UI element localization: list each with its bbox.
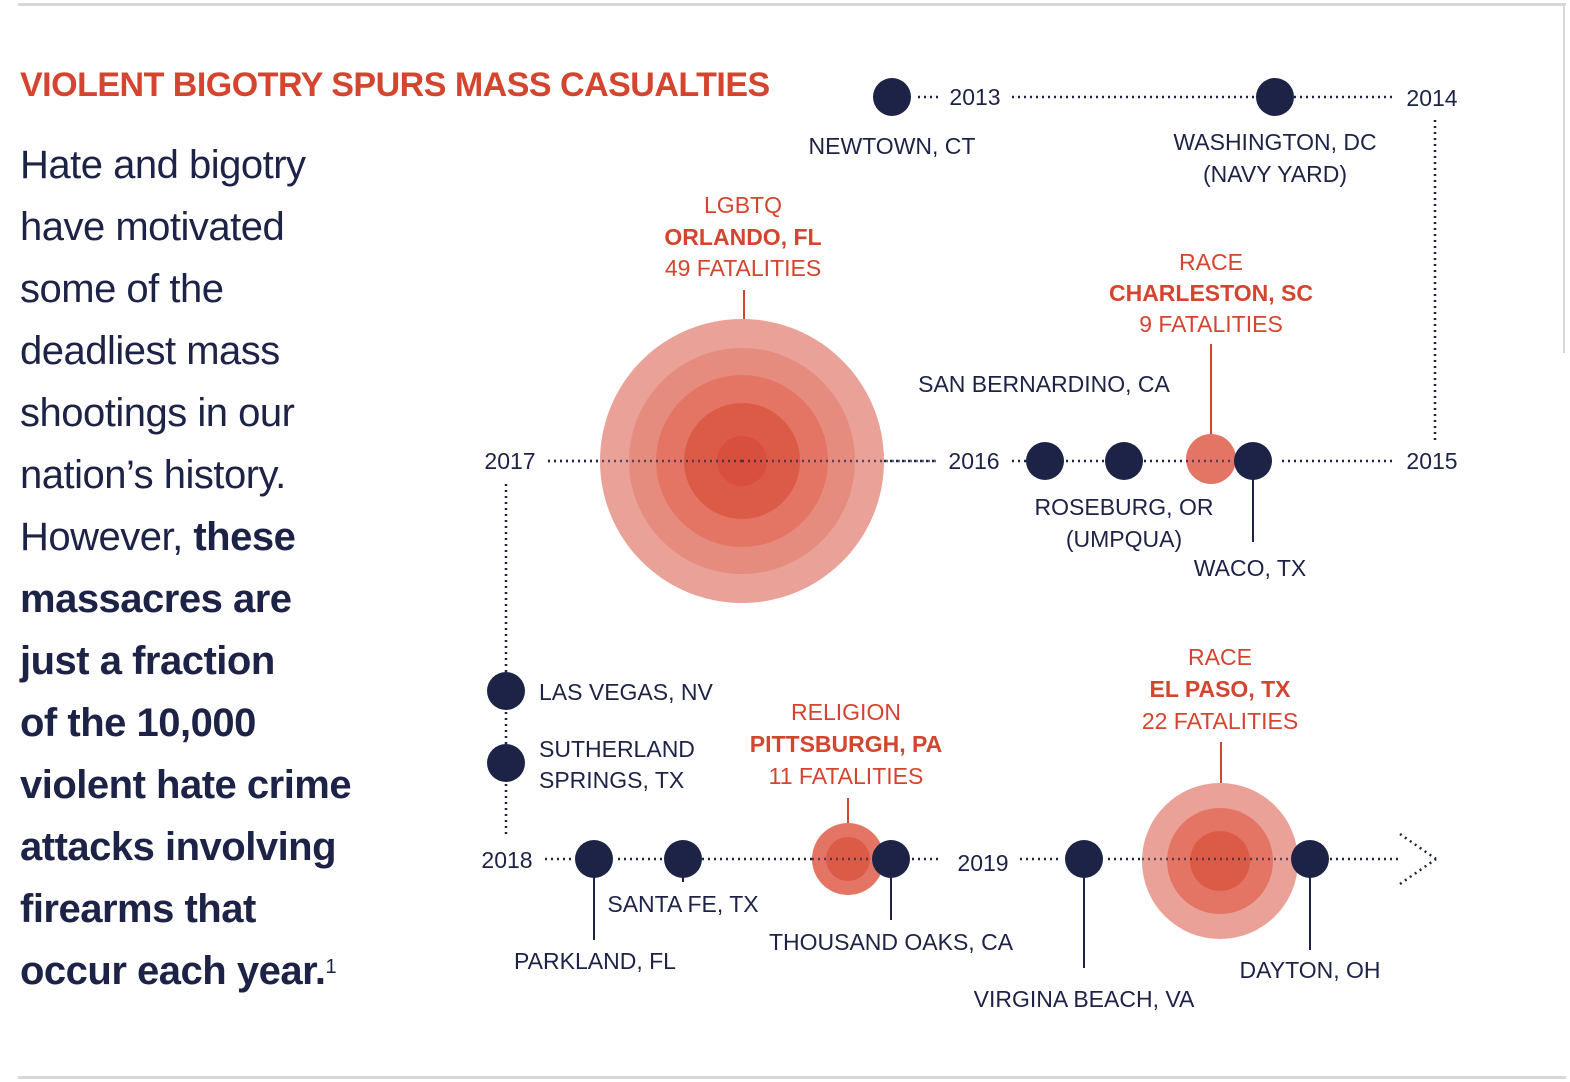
event-labels: NEWTOWN, CT WASHINGTON, DC (NAVY YARD) S… [514, 129, 1380, 1012]
waco-label: WACO, TX [1194, 555, 1306, 581]
newtown-label: NEWTOWN, CT [809, 133, 976, 159]
sutherland-label-line1: SUTHERLAND [539, 736, 695, 762]
el-paso-callout: RACE EL PASO, TX 22 FATALITIES [1142, 644, 1298, 734]
waco-dot [1234, 442, 1272, 480]
el-paso-fatalities: 22 FATALITIES [1142, 708, 1298, 734]
orlando-motive: LGBTQ [704, 192, 782, 218]
infographic-title: VIOLENT BIGOTRY SPURS MASS CASUALTIES [20, 66, 770, 104]
orlando-location: ORLANDO, FL [664, 224, 821, 250]
intro-plain-text: However, [20, 515, 194, 559]
year-2013-label: 2013 [949, 84, 1000, 110]
top-border [18, 3, 1566, 6]
intro-bold-line: occur each year.1 [20, 949, 337, 993]
parkland-dot [575, 840, 613, 878]
las-vegas-label: LAS VEGAS, NV [539, 679, 714, 705]
parkland-label: PARKLAND, FL [514, 948, 676, 974]
year-2017-label: 2017 [484, 448, 535, 474]
intro-line: some of the [20, 267, 224, 311]
pittsburgh-fatalities: 11 FATALITIES [769, 763, 924, 789]
san-bernardino-dot [1026, 442, 1064, 480]
roseburg-label-line1: ROSEBURG, OR [1035, 494, 1214, 520]
footnote-marker: 1 [325, 956, 337, 978]
dayton-label: DAYTON, OH [1240, 957, 1381, 983]
intro-bold-line: attacks involving [20, 825, 337, 869]
charleston-callout: RACE CHARLESTON, SC 9 FATALITIES [1109, 249, 1313, 337]
year-2016-label: 2016 [948, 448, 999, 474]
pittsburgh-bubble [812, 823, 884, 895]
charleston-motive: RACE [1179, 249, 1243, 275]
intro-line: shootings in our [20, 391, 295, 435]
intro-bold-line: massacres are [20, 577, 292, 621]
intro-paragraph: Hate and bigotry have motivated some of … [20, 134, 380, 1002]
year-labels: 2013 2014 2015 2016 2017 2018 2019 [481, 84, 1457, 876]
intro-line-mixed: However, these [20, 506, 380, 568]
el-paso-location: EL PASO, TX [1149, 676, 1291, 702]
intro-line: Hate and bigotry [20, 143, 306, 187]
navy-yard-label-line1: WASHINGTON, DC [1173, 129, 1376, 155]
roseburg-label-line2: (UMPQUA) [1066, 526, 1182, 552]
charleston-location: CHARLESTON, SC [1109, 280, 1313, 306]
year-2019-label: 2019 [957, 850, 1008, 876]
thousand-oaks-dot [872, 840, 910, 878]
pittsburgh-motive: RELIGION [791, 699, 901, 725]
orlando-callout: LGBTQ ORLANDO, FL 49 FATALITIES [664, 192, 821, 281]
leader-lines [593, 290, 1311, 968]
newtown-dot [873, 78, 911, 116]
dayton-dot [1291, 840, 1329, 878]
santa-fe-dot [664, 840, 702, 878]
pittsburgh-location: PITTSBURGH, PA [750, 731, 943, 757]
sutherland-springs-dot [487, 744, 525, 782]
thousand-oaks-label: THOUSAND OAKS, CA [769, 929, 1014, 955]
navy-yard-label-line2: (NAVY YARD) [1203, 161, 1347, 187]
intro-bold-text: these [193, 515, 296, 559]
las-vegas-dot [487, 672, 525, 710]
intro-bold-line: just a fraction [20, 639, 275, 683]
bottom-border [18, 1076, 1566, 1079]
year-2014-label: 2014 [1406, 85, 1457, 111]
orlando-bubble [548, 319, 938, 603]
intro-bold-line: firearms that [20, 887, 256, 931]
event-dots [487, 78, 1329, 878]
orlando-fatalities: 49 FATALITIES [665, 255, 821, 281]
el-paso-motive: RACE [1188, 644, 1252, 670]
intro-bold-line: violent hate crime [20, 763, 352, 807]
right-border [1563, 3, 1565, 353]
virginia-beach-label: VIRGINA BEACH, VA [974, 986, 1195, 1012]
intro-line: nation’s history. [20, 453, 286, 497]
intro-bold-line: of the 10,000 [20, 701, 256, 745]
intro-line: deadliest mass [20, 329, 280, 373]
san-bernardino-label: SAN BERNARDINO, CA [918, 371, 1170, 397]
roseburg-dot [1105, 442, 1143, 480]
santa-fe-label: SANTA FE, TX [607, 891, 758, 917]
intro-line: have motivated [20, 205, 285, 249]
year-2018-label: 2018 [481, 847, 532, 873]
sutherland-label-line2: SPRINGS, TX [539, 767, 684, 793]
virginia-beach-dot [1065, 840, 1103, 878]
el-paso-bubble [1142, 783, 1298, 939]
navy-yard-dot [1256, 78, 1294, 116]
charleston-fatalities: 9 FATALITIES [1139, 311, 1283, 337]
charleston-bubble [1186, 434, 1236, 484]
arrow-head [1399, 832, 1437, 886]
year-2015-label: 2015 [1406, 448, 1457, 474]
pittsburgh-callout: RELIGION PITTSBURGH, PA 11 FATALITIES [750, 699, 943, 789]
